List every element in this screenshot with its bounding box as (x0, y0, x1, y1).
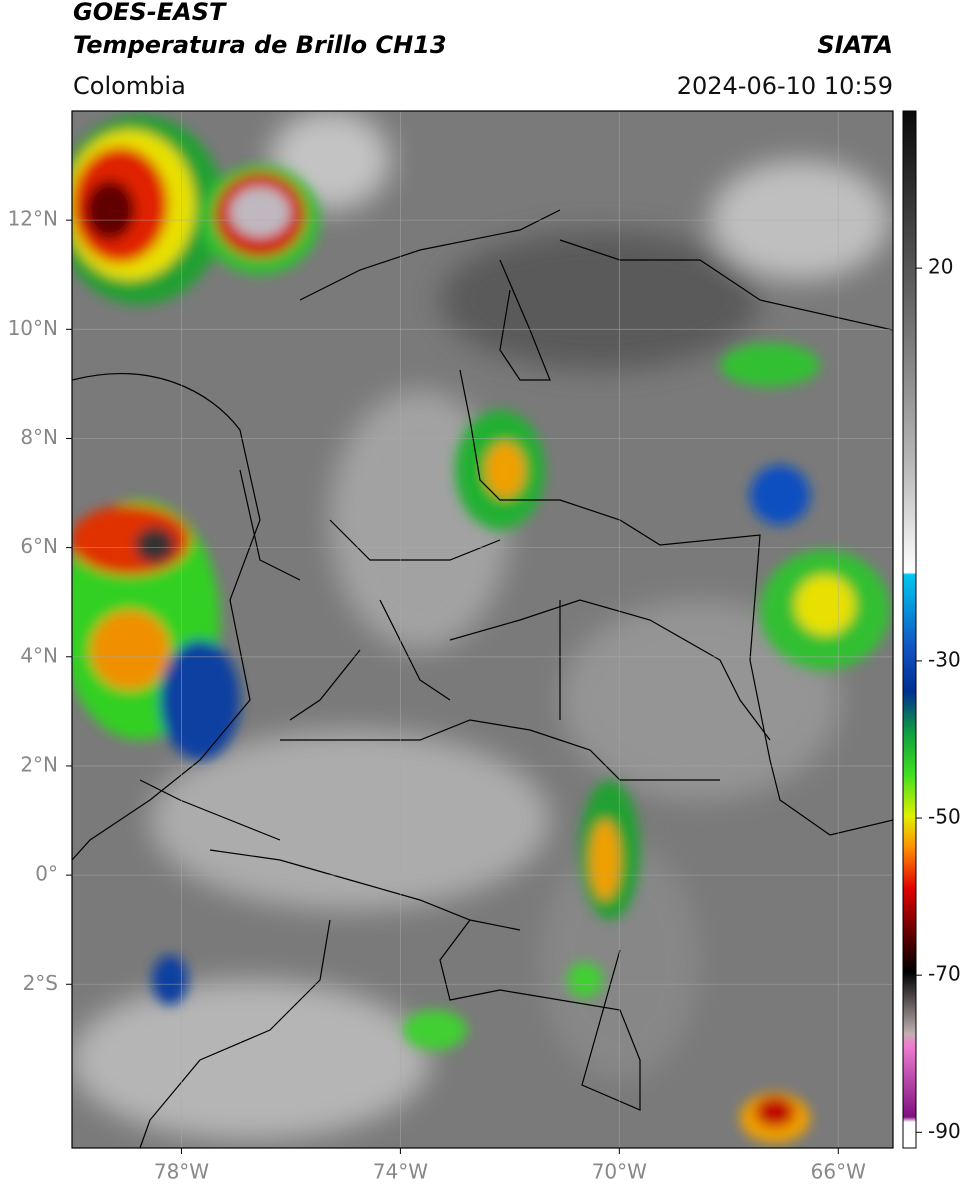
colorbar-tick-label: -70 (928, 962, 961, 986)
lat-tick-label: 6°N (20, 534, 58, 558)
lat-tick-label: 10°N (8, 316, 58, 340)
source: SIATA (817, 31, 893, 59)
lat-tick-label: 4°N (20, 643, 58, 667)
lat-tick-label: 2°N (20, 752, 58, 776)
lon-tick-label: 78°W (154, 1160, 209, 1184)
map-frame (71, 110, 894, 1149)
title: GOES-EAST (73, 0, 227, 26)
timestamp: 2024-06-10 10:59 (677, 72, 893, 100)
lon-tick-label: 74°W (373, 1160, 428, 1184)
graticule (72, 111, 893, 1148)
colorbar-tick-label: 20 (928, 255, 953, 279)
region: Colombia (73, 72, 186, 100)
colorbar-tick-label: -90 (928, 1119, 961, 1143)
colorbar-tick-label: -30 (928, 647, 961, 671)
colorbar (902, 110, 917, 1149)
satellite-image (72, 111, 893, 1148)
colorbar-tick-label: -50 (928, 805, 961, 829)
lon-tick-label: 70°W (592, 1160, 647, 1184)
lon-tick-label: 66°W (811, 1160, 866, 1184)
lat-tick-label: 2°S (23, 971, 58, 995)
lat-tick-label: 8°N (20, 425, 58, 449)
subtitle: Temperatura de Brillo CH13 (73, 31, 447, 59)
lat-tick-label: 0° (35, 862, 58, 886)
lat-tick-label: 12°N (8, 207, 58, 231)
